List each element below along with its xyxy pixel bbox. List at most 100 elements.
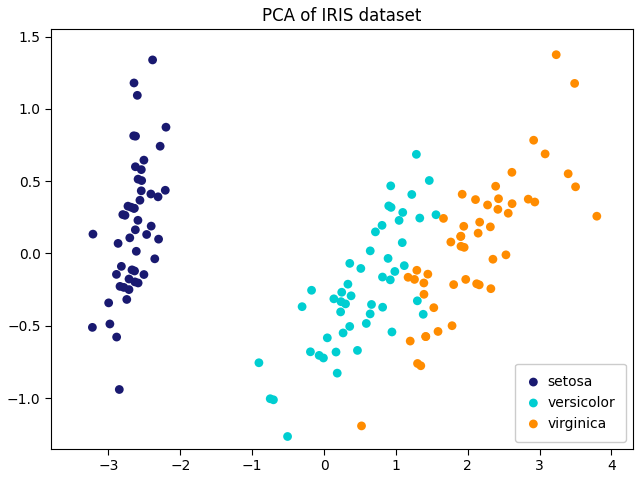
setosa [133,216,143,224]
virginica [570,80,580,87]
versicolor [282,432,292,440]
setosa [146,222,156,230]
virginica [445,238,456,246]
setosa [124,275,134,283]
setosa [136,187,147,195]
virginica [419,290,429,298]
setosa [147,56,157,64]
virginica [493,205,503,213]
versicolor [337,288,347,296]
setosa [129,267,140,275]
virginica [474,281,484,288]
virginica [412,360,422,367]
versicolor [343,280,353,288]
versicolor [383,254,393,262]
versicolor [340,300,351,308]
versicolor [353,347,363,354]
versicolor [412,151,422,158]
versicolor [377,221,387,229]
versicolor [331,348,341,356]
virginica [507,168,517,176]
versicolor [406,191,417,198]
setosa [150,255,160,263]
versicolor [386,204,396,211]
versicolor [336,298,346,305]
Title: PCA of IRIS dataset: PCA of IRIS dataset [262,7,422,25]
versicolor [254,359,264,367]
setosa [153,193,163,201]
versicolor [265,395,275,403]
setosa [124,286,134,293]
versicolor [431,211,441,218]
setosa [133,175,143,183]
setosa [136,166,147,173]
virginica [523,195,533,203]
versicolor [378,303,388,311]
setosa [130,226,140,234]
setosa [161,123,171,131]
virginica [486,285,496,292]
setosa [119,284,129,291]
setosa [105,320,115,328]
virginica [530,198,540,206]
setosa [129,204,140,212]
virginica [488,255,498,263]
setosa [120,212,130,219]
virginica [420,333,431,340]
virginica [592,212,602,220]
virginica [501,251,511,259]
versicolor [329,295,339,303]
virginica [433,328,443,336]
versicolor [394,216,404,224]
virginica [470,196,481,204]
setosa [132,92,143,99]
versicolor [424,177,435,184]
versicolor [365,247,375,255]
versicolor [307,287,317,294]
virginica [485,223,495,231]
setosa [154,235,164,243]
versicolor [345,260,355,267]
Legend: setosa, versicolor, virginica: setosa, versicolor, virginica [515,363,626,442]
virginica [420,333,431,340]
virginica [461,276,471,283]
setosa [133,279,143,287]
versicolor [371,228,381,236]
setosa [116,263,127,270]
setosa [139,271,149,278]
setosa [129,132,139,140]
virginica [422,270,433,278]
setosa [127,266,137,274]
setosa [123,203,133,210]
virginica [356,422,367,430]
versicolor [397,209,408,216]
setosa [114,385,124,393]
setosa [130,278,140,286]
virginica [457,191,467,198]
setosa [111,333,122,341]
virginica [419,279,429,287]
setosa [129,79,139,87]
virginica [456,232,466,240]
setosa [87,324,97,331]
setosa [88,230,98,238]
versicolor [335,308,346,316]
setosa [129,204,139,212]
virginica [456,242,466,250]
versicolor [318,354,328,362]
setosa [131,163,141,170]
setosa [125,234,135,242]
versicolor [297,303,307,311]
setosa [111,271,122,278]
setosa [131,132,141,140]
versicolor [387,328,397,336]
setosa [141,231,152,239]
virginica [507,200,517,207]
versicolor [356,264,366,272]
versicolor [385,276,396,284]
setosa [115,283,125,290]
setosa [155,143,165,150]
versicolor [361,320,371,327]
versicolor [390,268,400,276]
virginica [447,322,457,330]
